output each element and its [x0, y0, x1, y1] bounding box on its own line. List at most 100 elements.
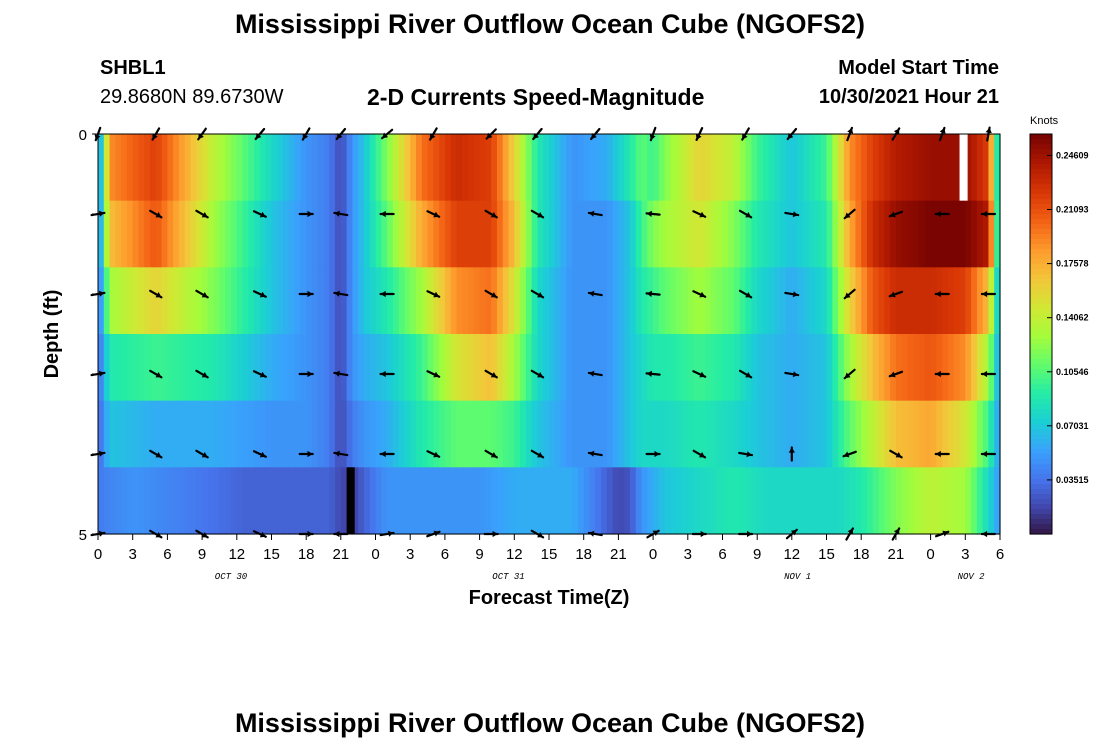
current-vector-arrow	[784, 211, 800, 218]
heatmap-cell	[329, 334, 336, 402]
heatmap-cell	[762, 400, 770, 468]
heatmap-cell	[647, 467, 654, 535]
heatmap-cell	[543, 200, 550, 268]
heatmap-cell	[641, 334, 648, 402]
heatmap-cell	[809, 134, 816, 202]
heatmap-cell	[959, 200, 966, 268]
heatmap-cell	[618, 134, 625, 202]
colorbar-segment	[1030, 169, 1052, 175]
heatmap-cell	[98, 400, 105, 468]
x-tick-label: 9	[198, 546, 206, 563]
heatmap-cell	[745, 134, 752, 202]
colorbar-segment	[1030, 314, 1052, 320]
heatmap-cell	[196, 200, 203, 268]
heatmap-cell	[167, 267, 174, 335]
colorbar-segment	[1030, 304, 1052, 310]
heatmap-cell	[577, 134, 585, 202]
heatmap-cell	[670, 134, 677, 202]
heatmap-cell	[294, 400, 301, 468]
arrow-head	[649, 134, 656, 141]
heatmap-cell	[508, 400, 515, 468]
heatmap-cell	[207, 267, 215, 335]
heatmap-cell	[392, 134, 400, 202]
heatmap-cell	[693, 134, 700, 202]
heatmap-cell	[514, 334, 521, 402]
heatmap-cell	[589, 400, 596, 468]
heatmap-cell	[161, 334, 168, 402]
colorbar-segment	[1030, 219, 1052, 225]
heatmap-cell	[861, 267, 868, 335]
heatmap-cell	[924, 400, 932, 468]
colorbar-segment	[1030, 289, 1052, 295]
heatmap-cell	[936, 334, 943, 402]
heatmap-cell	[560, 467, 567, 535]
heatmap-cell	[699, 400, 706, 468]
heatmap-cell	[774, 134, 781, 202]
heatmap-cell	[982, 134, 990, 202]
heatmap-cell	[890, 200, 897, 268]
heatmap-cell	[751, 400, 758, 468]
heatmap-cell	[687, 200, 695, 268]
x-tick-label: 0	[649, 546, 657, 563]
page-title: Mississippi River Outflow Ocean Cube (NG…	[234, 9, 866, 39]
heatmap-cell	[936, 267, 943, 335]
current-vector-arrow	[298, 290, 314, 298]
heatmap-cell	[780, 400, 787, 468]
colorbar-segment	[1030, 369, 1052, 375]
x-tick-label: 12	[783, 546, 800, 563]
heatmap-cell	[803, 400, 810, 468]
arrow-head	[307, 210, 313, 218]
arrow-head	[98, 370, 105, 377]
heatmap-cell	[363, 400, 371, 468]
heatmap-cell	[363, 467, 371, 535]
heatmap-cell	[491, 400, 498, 468]
arrow-head	[844, 212, 851, 219]
arrow-head	[198, 133, 204, 140]
heatmap-cell	[612, 334, 619, 402]
heatmap-cell	[878, 134, 885, 202]
heatmap-cell	[988, 334, 995, 402]
heatmap-cell	[930, 267, 937, 335]
heatmap-cell	[849, 267, 857, 335]
day-label: NOV 2	[958, 572, 986, 582]
heatmap-cell	[826, 400, 833, 468]
heatmap-cell	[901, 334, 909, 402]
heatmap-cell	[288, 134, 296, 202]
arrow-head	[537, 212, 544, 218]
heatmap-cell	[601, 267, 608, 335]
heatmap-cell	[196, 400, 203, 468]
colorbar	[1029, 133, 1053, 535]
heatmap-cell	[277, 467, 284, 535]
heatmap-cell	[300, 200, 307, 268]
x-tick-label: 15	[541, 546, 558, 563]
current-vector-arrow	[298, 370, 314, 378]
heatmap-cell	[670, 200, 677, 268]
heatmap-cell	[456, 467, 463, 535]
colorbar-tick-label: 0.14062	[1056, 313, 1089, 323]
heatmap-cell	[670, 400, 677, 468]
arrow-head	[981, 450, 988, 458]
heatmap-cell	[485, 467, 492, 535]
heatmap-cell	[676, 267, 683, 335]
heatmap-cell	[797, 334, 805, 402]
current-vector-arrow	[426, 210, 441, 218]
heatmap-cell	[358, 467, 365, 535]
heatmap-cell	[826, 467, 833, 535]
heatmap-cell	[947, 334, 955, 402]
heatmap-cell	[479, 134, 486, 202]
heatmap-cell	[433, 334, 440, 402]
heatmap-cell	[288, 200, 296, 268]
heatmap-cell	[150, 467, 157, 535]
heatmap-cell	[207, 467, 215, 535]
heatmap-cell	[514, 400, 521, 468]
heatmap-cell	[739, 267, 747, 335]
heatmap-cell	[635, 400, 643, 468]
heatmap-cell	[265, 134, 273, 202]
heatmap-cell	[757, 467, 764, 535]
x-tick-label: 15	[818, 546, 835, 563]
heatmap-cell	[479, 334, 486, 402]
heatmap-cell	[843, 267, 851, 335]
heatmap-cell	[814, 400, 822, 468]
heatmap-cell	[381, 334, 388, 402]
arrow-head	[334, 370, 340, 377]
